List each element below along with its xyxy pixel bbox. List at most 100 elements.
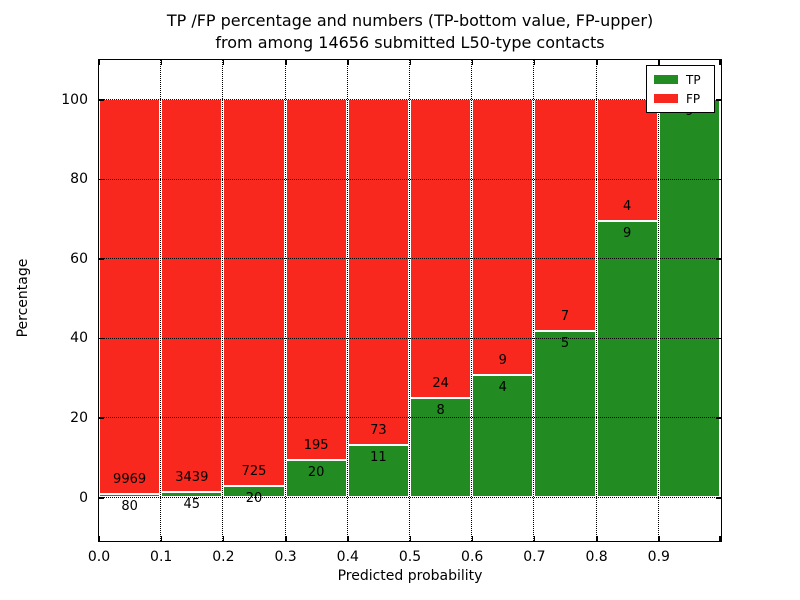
bar-segment-tp <box>596 221 659 497</box>
horizontal-gridline <box>98 497 721 498</box>
bar-segment-tp <box>409 397 472 497</box>
y-tick-label: 100 <box>61 91 88 108</box>
legend-label-fp: FP <box>686 91 701 106</box>
y-axis-label: Percentage <box>15 258 31 338</box>
vertical-gridline <box>532 59 536 541</box>
x-tick-label: 0.2 <box>212 549 235 565</box>
x-tick-mark <box>596 535 598 541</box>
tp-count-label: 45 <box>183 496 201 512</box>
bar-segment-tp <box>533 331 597 497</box>
vertical-gridline <box>408 59 411 541</box>
bar-segment-fp <box>409 99 472 398</box>
horizontal-gridline <box>98 258 721 260</box>
x-tick-label: 0.1 <box>150 549 173 565</box>
legend-item-tp: TP <box>654 74 707 86</box>
fp-count-label: 73 <box>370 422 387 438</box>
fp-count-label: 7 <box>560 309 570 325</box>
x-tick-mark <box>222 59 225 65</box>
x-tick-label: 0.4 <box>336 549 359 565</box>
vertical-gridline-dots <box>222 59 224 541</box>
x-tick-label: 0.5 <box>398 549 422 565</box>
tp-count-label: 20 <box>307 464 325 480</box>
legend: TP FP <box>646 65 715 113</box>
x-tick-mark <box>409 535 411 541</box>
fp-count-label: 4 <box>623 199 632 215</box>
horizontal-gridline <box>98 99 721 100</box>
bar-segment-fp <box>222 99 286 487</box>
x-tick-mark <box>596 59 598 65</box>
bar-segment-fp <box>160 99 223 492</box>
vertical-gridline <box>594 59 598 541</box>
tp-color-swatch <box>654 75 678 84</box>
tp-count-label: 20 <box>245 491 263 507</box>
chart-title-line2: from among 14656 submitted L50-type cont… <box>215 33 605 52</box>
vertical-gridline-dots <box>657 59 659 541</box>
tp-count-label: 4 <box>498 379 507 395</box>
y-tick-mark <box>715 417 721 419</box>
y-tick-mark <box>98 178 104 181</box>
y-tick-mark <box>715 337 721 340</box>
tp-count-label: 11 <box>370 449 387 465</box>
horizontal-gridline <box>98 337 721 339</box>
x-tick-label: 0.3 <box>274 549 297 565</box>
x-tick-mark <box>533 535 536 541</box>
bar-segment-fp <box>347 99 410 445</box>
x-axis-label: Predicted probability <box>337 568 483 584</box>
y-tick-mark <box>98 337 104 340</box>
x-tick-mark <box>285 59 287 65</box>
x-tick-mark <box>98 535 100 541</box>
bar-segment-tp <box>658 99 721 497</box>
vertical-gridline <box>221 59 225 541</box>
x-tick-mark <box>719 535 721 541</box>
tp-count-label: 80 <box>121 498 138 514</box>
x-tick-label: 0.6 <box>461 549 484 565</box>
legend-label-tp: TP <box>686 72 701 87</box>
y-tick-mark <box>98 497 104 499</box>
vertical-gridline-dots <box>284 59 286 541</box>
chart-title: TP /FP percentage and numbers (TP-bottom… <box>60 10 760 54</box>
x-tick-mark <box>471 59 474 65</box>
x-tick-mark <box>658 535 660 541</box>
tp-count-label: 8 <box>436 402 445 418</box>
vertical-gridline <box>159 59 163 541</box>
x-tick-mark <box>347 535 349 541</box>
plot-area: 996980343945725201952073112489475499 <box>97 58 722 542</box>
bar-segment-fp <box>533 99 597 332</box>
vertical-gridline <box>470 59 474 541</box>
vertical-gridline-dots <box>346 59 348 541</box>
x-tick-mark <box>222 535 225 541</box>
x-tick-mark <box>533 59 536 65</box>
horizontal-gridline <box>98 417 721 419</box>
vertical-gridline-dots <box>533 59 535 541</box>
x-tick-label: 0.8 <box>585 549 608 565</box>
chart-title-line1: TP /FP percentage and numbers (TP-bottom… <box>166 11 654 30</box>
x-tick-label: 0.7 <box>523 549 546 565</box>
y-tick-label: 20 <box>70 409 88 426</box>
tp-count-label: 9 <box>623 226 632 242</box>
bar-segment-fp <box>596 99 659 222</box>
x-tick-mark <box>658 59 660 65</box>
x-tick-mark <box>160 535 163 541</box>
x-tick-mark <box>471 535 474 541</box>
x-tick-mark <box>719 59 721 65</box>
vertical-gridline-dots <box>471 59 473 541</box>
bar-segment-fp <box>471 99 534 375</box>
x-tick-mark <box>347 59 349 65</box>
y-tick-mark <box>98 258 104 260</box>
legend-item-fp: FP <box>654 93 707 105</box>
y-tick-mark <box>715 99 721 101</box>
x-tick-label: 0.0 <box>87 549 111 565</box>
y-tick-mark <box>715 178 721 181</box>
fp-count-label: 9969 <box>113 471 147 487</box>
y-tick-mark <box>715 258 721 260</box>
fp-color-swatch <box>654 94 678 103</box>
y-tick-mark <box>715 497 721 499</box>
vertical-gridline <box>283 59 287 541</box>
x-tick-mark <box>285 535 287 541</box>
vertical-gridline-dots <box>160 59 162 541</box>
fp-count-label: 725 <box>241 464 267 480</box>
vertical-gridline <box>656 59 660 541</box>
fp-count-label: 9 <box>498 352 507 368</box>
y-tick-mark <box>98 99 104 101</box>
